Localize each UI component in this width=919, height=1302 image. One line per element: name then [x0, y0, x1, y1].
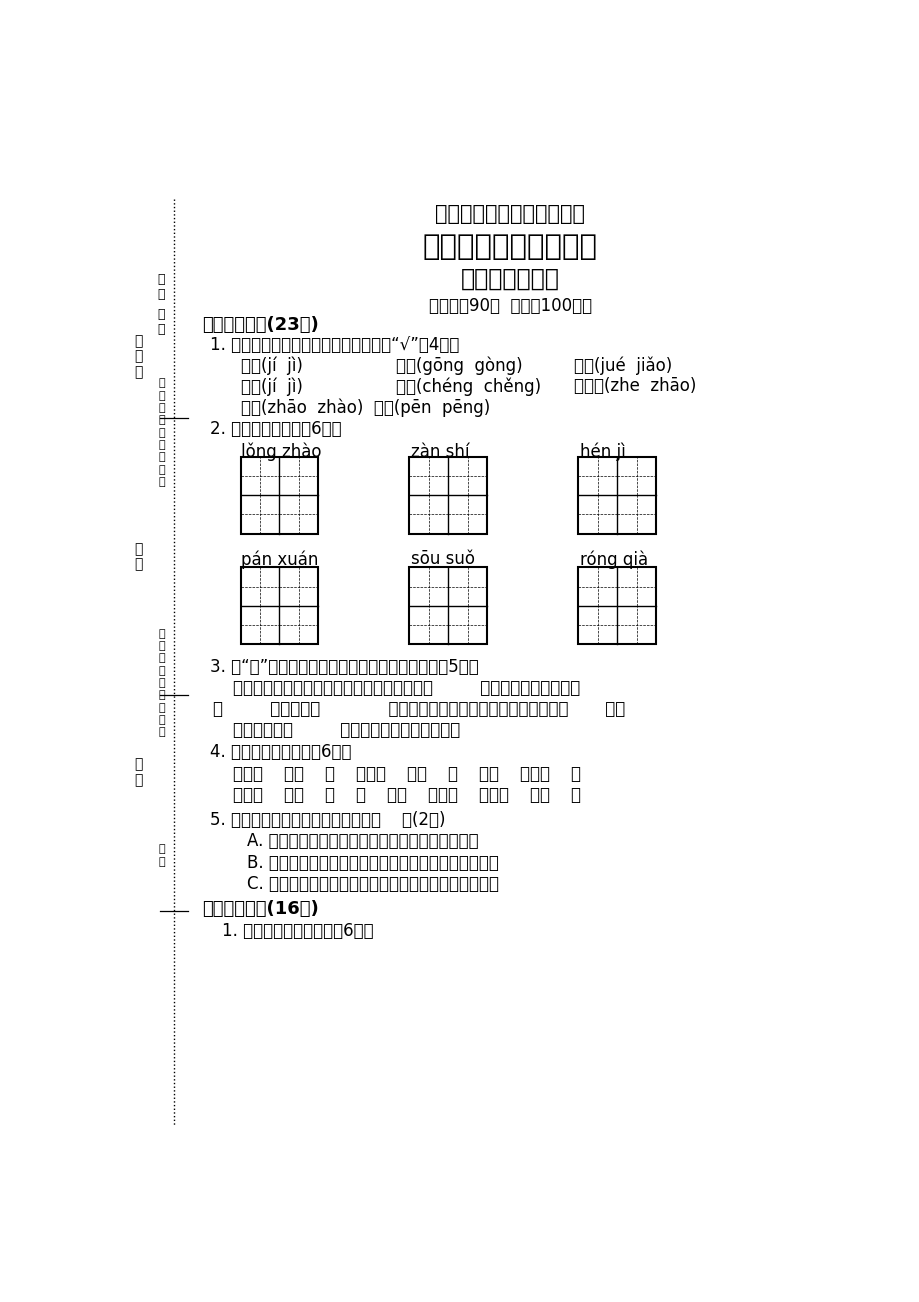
- Text: 二、积累运用(16分): 二、积累运用(16分): [201, 900, 318, 918]
- Text: 写: 写: [158, 715, 165, 725]
- Text: 一、基础字词(23分): 一、基础字词(23分): [201, 316, 318, 335]
- Text: 得: 得: [157, 307, 165, 320]
- Text: 班: 班: [134, 542, 142, 556]
- Text: 襄阳上学期期末测试卷: 襄阳上学期期末测试卷: [423, 233, 597, 262]
- Text: 即将(jí  jì): 即将(jí jì): [240, 357, 302, 375]
- Text: 召开(zhāo  zhào)  烹饪(pēn  pēng): 召开(zhāo zhào) 烹饪(pēn pēng): [240, 398, 489, 417]
- Text: pán xuán: pán xuán: [240, 551, 318, 569]
- Text: 位: 位: [134, 349, 142, 363]
- Text: 触着墙(zhe  zhāo): 触着墙(zhe zhāo): [573, 378, 696, 396]
- Text: （时间：90分  满分：100分）: （时间：90分 满分：100分）: [428, 297, 591, 315]
- Text: 四年级语文学科: 四年级语文学科: [460, 267, 559, 292]
- Text: 字: 字: [158, 477, 165, 487]
- Text: 溪水，听着（         ）的鸟鸣，真是心旷神怡。: 溪水，听着（ ）的鸟鸣，真是心旷神怡。: [233, 720, 460, 738]
- Text: hén jì: hén jì: [579, 443, 625, 461]
- Text: 装: 装: [158, 844, 165, 854]
- Text: 装: 装: [158, 415, 165, 426]
- Text: 神态（    ）（    ）    （    ）（    ）小试    从容（    ）（    ）: 神态（ ）（ ） （ ）（ ）小试 从容（ ）（ ）: [233, 786, 580, 805]
- Text: 1. 请按要求整理句子。（6分）: 1. 请按要求整理句子。（6分）: [221, 922, 373, 940]
- Text: 嫉妒(jí  jì): 嫉妒(jí jì): [240, 378, 302, 396]
- Text: 订: 订: [158, 857, 165, 867]
- Text: 5. 找出下列成语使用正确的一项。（    ）(2分): 5. 找出下列成语使用正确的一项。（ ）(2分): [210, 811, 445, 829]
- Text: 座: 座: [134, 335, 142, 348]
- Bar: [578, 568, 655, 644]
- Text: zàn shí: zàn shí: [411, 443, 469, 461]
- Text: C. 他平时刻苦努力，这次取得好成绩是自以为是的事。: C. 他平时刻苦努力，这次取得好成绩是自以为是的事。: [246, 875, 498, 893]
- Text: sōu suǒ: sōu suǒ: [411, 551, 474, 569]
- Text: 在: 在: [158, 654, 165, 663]
- Text: 部编版小学语文新教材适用: 部编版小学语文新教材适用: [435, 204, 584, 224]
- Bar: [240, 568, 318, 644]
- Text: 分: 分: [157, 323, 165, 336]
- Text: 要: 要: [158, 391, 165, 401]
- Text: 写: 写: [158, 465, 165, 475]
- Text: （         ）。一条（             ）的小溪从树林边缓缓流过。我们喝着（       ）的: （ ）。一条（ ）的小溪从树林边缓缓流过。我们喝着（ ）的: [213, 700, 625, 717]
- Text: 不: 不: [158, 379, 165, 388]
- Bar: [578, 457, 655, 534]
- Text: 不: 不: [158, 629, 165, 639]
- Text: 级: 级: [134, 557, 142, 572]
- Text: 字: 字: [158, 728, 165, 737]
- Text: lǒng zhào: lǒng zhào: [240, 443, 321, 461]
- Text: 在: 在: [158, 404, 165, 413]
- Text: 角色(jué  jiǎo): 角色(jué jiǎo): [573, 357, 671, 375]
- Text: 要: 要: [158, 641, 165, 651]
- Text: 名: 名: [134, 773, 142, 786]
- Text: 姓: 姓: [134, 758, 142, 772]
- Text: B. 妈妈对生病的奶奶照顾得很周到，简直是爱护备至。: B. 妈妈对生病的奶奶照顾得很周到，简直是爱护备至。: [246, 854, 498, 872]
- Text: 订: 订: [158, 427, 165, 437]
- Text: 应接（    ）（    ）    腾云（    ）（    ）    茹（    ）饮（    ）: 应接（ ）（ ） 腾云（ ）（ ） 茹（ ）饮（ ）: [233, 764, 580, 783]
- Text: 线: 线: [158, 440, 165, 450]
- Text: 3. 用“清”字组词填空，但不能重复用同一个词。（5分）: 3. 用“清”字组词填空，但不能重复用同一个词。（5分）: [210, 659, 478, 676]
- Text: 订: 订: [158, 678, 165, 687]
- Text: 题: 题: [157, 273, 165, 286]
- Text: 2. 读拼音，写词语（6分）: 2. 读拼音，写词语（6分）: [210, 419, 341, 437]
- Text: 号: 号: [157, 288, 165, 301]
- Text: 惩罚(chéng  chěng): 惩罚(chéng chěng): [395, 378, 540, 396]
- Bar: [409, 568, 486, 644]
- Text: 内: 内: [158, 703, 165, 712]
- Text: 供养(gōng  gòng): 供养(gōng gòng): [395, 357, 522, 375]
- Text: 号: 号: [134, 365, 142, 379]
- Text: A. 他们兄妹的感情好的不得了，简直是形影不离。: A. 他们兄妹的感情好的不得了，简直是形影不离。: [246, 832, 478, 850]
- Text: 装: 装: [158, 665, 165, 676]
- Text: 4. 把成语补充完整。（6分）: 4. 把成语补充完整。（6分）: [210, 743, 351, 760]
- Text: 内: 内: [158, 452, 165, 462]
- Text: 线: 线: [158, 690, 165, 700]
- Bar: [240, 457, 318, 534]
- Text: 1. 给下列加点字选择正确的读音，打上“√”（4分）: 1. 给下列加点字选择正确的读音，打上“√”（4分）: [210, 336, 459, 354]
- Text: róng qià: róng qià: [579, 551, 647, 569]
- Text: 大雨过后，太阳还没出来，树林里空气特别（         ），四周弥漫着花草的: 大雨过后，太阳还没出来，树林里空气特别（ ），四周弥漫着花草的: [233, 680, 579, 697]
- Bar: [409, 457, 486, 534]
